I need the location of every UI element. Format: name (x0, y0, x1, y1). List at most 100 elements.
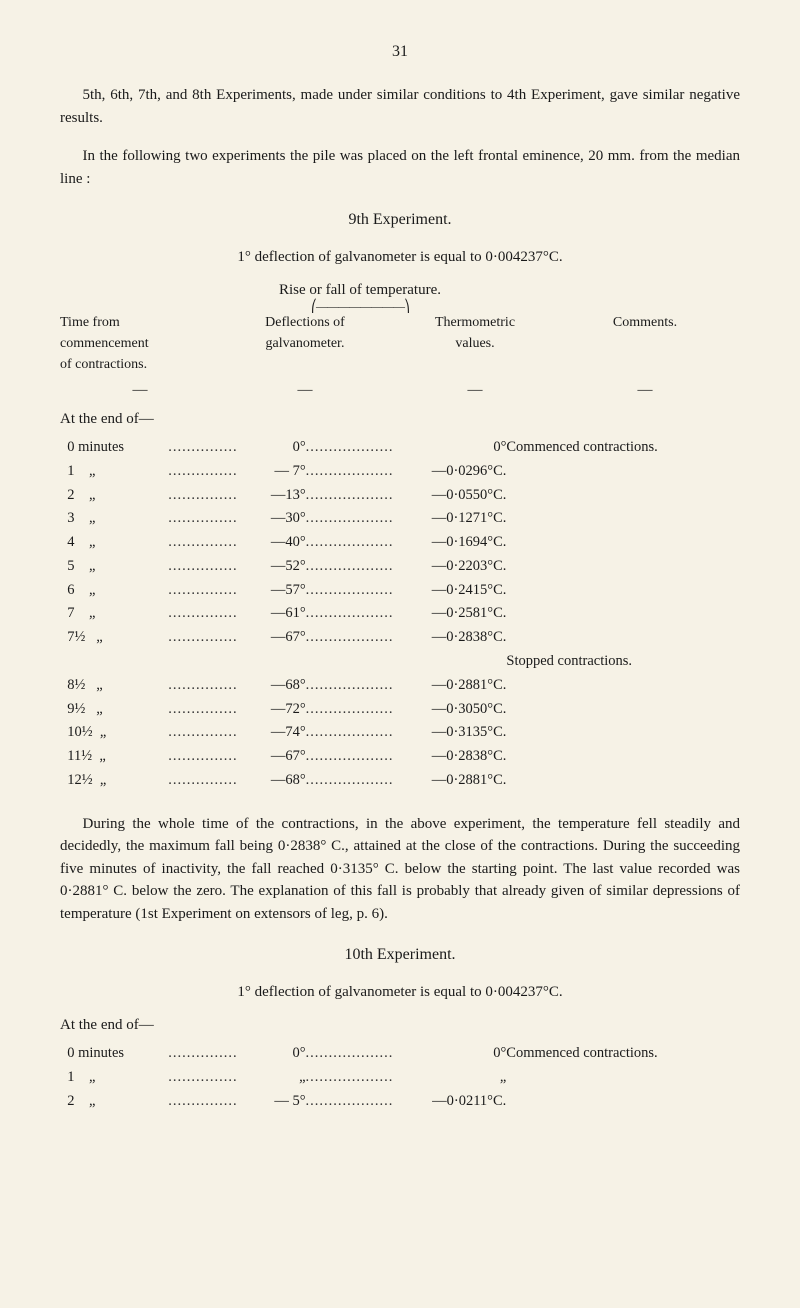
column-headers-row: Time from commencement of contractions. … (60, 312, 740, 375)
cell-dots: ............... (168, 531, 237, 555)
table-row: 8½ „...............—68°.................… (60, 674, 740, 698)
intro-paragraph-2: In the following two experiments the pil… (60, 145, 740, 190)
rise-fall-header: Rise or fall of temperature. (0, 279, 740, 302)
cell-thermometric: —0·0211°C. (393, 1090, 506, 1114)
discussion-paragraph: During the whole time of the contraction… (60, 813, 740, 926)
cell-comment (506, 1090, 740, 1114)
cell-dots: ................... (306, 460, 394, 484)
cell-dots: ............... (168, 507, 237, 531)
cell-time: 3 „ (60, 507, 168, 531)
header-dash-row: — — — — (60, 379, 740, 402)
experiment-9-table: 0 minutes...............0°..............… (60, 436, 740, 793)
cell-time: 11½ „ (60, 745, 168, 769)
cell-comment (506, 745, 740, 769)
cell-time: 9½ „ (60, 698, 168, 722)
cell-deflection: 0° (238, 1042, 306, 1066)
cell-comment (506, 531, 740, 555)
col-header-thermometric: Thermometric values. (390, 312, 560, 375)
cell-time: 12½ „ (60, 769, 168, 793)
cell-comment (506, 460, 740, 484)
experiment-10-title: 10th Experiment. (60, 943, 740, 967)
cell-deflection: —72° (238, 698, 306, 722)
cell-comment (506, 721, 740, 745)
cell-time: 0 minutes (60, 436, 168, 460)
table-row: 0 minutes...............0°..............… (60, 436, 740, 460)
cell-deflection: —40° (238, 531, 306, 555)
cell-thermometric: —0·3050°C. (394, 698, 507, 722)
cell-deflection: „ (238, 1066, 306, 1090)
cell-dots: ................... (306, 721, 394, 745)
cell-comment: Commenced contractions. (506, 436, 740, 460)
cell-comment (506, 698, 740, 722)
cell-dots: ................... (306, 555, 394, 579)
cell-time: 0 minutes (60, 1042, 168, 1066)
col-header-deflections: Deflections of galvanometer. (220, 312, 390, 375)
cell-dots: ............... (168, 1090, 237, 1114)
cell-deflection: —67° (238, 626, 306, 650)
table-row: 4 „...............—40°..................… (60, 531, 740, 555)
cell-dots: ............... (168, 626, 237, 650)
cell-deflection: —30° (238, 507, 306, 531)
cell-time: 5 „ (60, 555, 168, 579)
cell-dots: ................... (306, 602, 394, 626)
table-row: 1 „...............— 7°..................… (60, 460, 740, 484)
cell-dots: ................... (306, 698, 394, 722)
experiment-9-subtitle: 1° deflection of galvanometer is equal t… (60, 246, 740, 269)
cell-dots: ............... (168, 769, 237, 793)
cell-comment (506, 674, 740, 698)
cell-deflection: —52° (238, 555, 306, 579)
cell-deflection: — 7° (238, 460, 306, 484)
cell-dots: ............... (168, 674, 237, 698)
cell-time: 8½ „ (60, 674, 168, 698)
cell-thermometric: —0·0296°C. (394, 460, 507, 484)
cell-thermometric: —0·2838°C. (394, 745, 507, 769)
table-row: 11½ „...............—67°................… (60, 745, 740, 769)
table-row: 6 „...............—57°..................… (60, 579, 740, 603)
table-row: 3 „...............—30°..................… (60, 507, 740, 531)
intro-paragraph-1: 5th, 6th, 7th, and 8th Experiments, made… (60, 84, 740, 129)
cell-comment (506, 602, 740, 626)
col-header-comments: Comments. (560, 312, 730, 375)
cell-time: 1 „ (60, 460, 168, 484)
stopped-contractions-row: Stopped contractions. (60, 650, 740, 674)
at-the-end-of-10: At the end of— (60, 1014, 740, 1037)
cell-deflection: —68° (238, 769, 306, 793)
table-row: 10½ „...............—74°................… (60, 721, 740, 745)
cell-time: 7 „ (60, 602, 168, 626)
cell-dots: ................... (306, 1042, 394, 1066)
experiment-10-table: 0 minutes...............0°..............… (60, 1042, 740, 1113)
cell-dots: ............... (168, 602, 237, 626)
cell-dots: ................... (306, 579, 394, 603)
cell-time: 7½ „ (60, 626, 168, 650)
cell-dots: ............... (168, 698, 237, 722)
cell-comment (506, 1066, 740, 1090)
cell-dots: ............... (168, 745, 237, 769)
col-header-time: Time from commencement of contractions. (60, 312, 220, 375)
table-row: 9½ „...............—72°.................… (60, 698, 740, 722)
cell-dots: ............... (168, 484, 237, 508)
cell-thermometric: —0·2415°C. (394, 579, 507, 603)
cell-deflection: —67° (238, 745, 306, 769)
cell-comment (506, 484, 740, 508)
cell-dots: ................... (306, 484, 394, 508)
cell-thermometric: —0·2881°C. (394, 674, 507, 698)
cell-deflection: 0° (238, 436, 306, 460)
cell-deflection: —61° (238, 602, 306, 626)
cell-dots: ............... (168, 579, 237, 603)
cell-time: 4 „ (60, 531, 168, 555)
cell-comment (506, 555, 740, 579)
cell-deflection: — 5° (238, 1090, 306, 1114)
cell-dots: ............... (168, 1066, 237, 1090)
cell-thermometric: —0·2203°C. (394, 555, 507, 579)
cell-thermometric: 0° (393, 1042, 506, 1066)
cell-comment (506, 626, 740, 650)
cell-dots: ............... (168, 555, 237, 579)
cell-thermometric: —0·2838°C. (394, 626, 507, 650)
cell-deflection: —13° (238, 484, 306, 508)
page-number: 31 (60, 40, 740, 64)
cell-dots: ................... (306, 745, 394, 769)
cell-thermometric: 0° (394, 436, 507, 460)
cell-comment (506, 579, 740, 603)
cell-thermometric: —0·2581°C. (394, 602, 507, 626)
cell-dots: ............... (168, 460, 237, 484)
